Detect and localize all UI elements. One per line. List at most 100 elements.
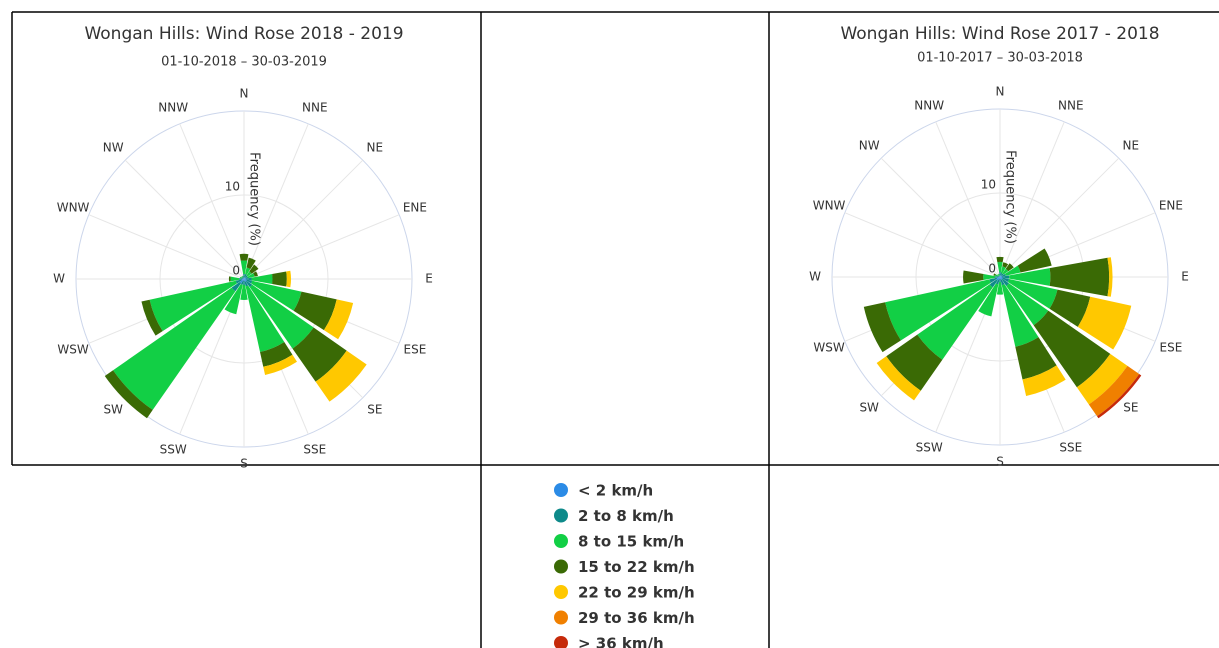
wind-segment xyxy=(149,280,237,332)
wind-segment xyxy=(1007,278,1058,309)
chart-subtitle: 01-10-2018 – 30-03-2019 xyxy=(161,55,327,70)
wind-segment xyxy=(246,271,252,277)
wind-segment xyxy=(863,302,901,353)
wind-segment xyxy=(1001,273,1006,277)
direction-label: SSW xyxy=(160,442,187,456)
wind-segment xyxy=(243,279,244,281)
grid-ring xyxy=(159,194,329,364)
wind-segment xyxy=(245,276,249,279)
wind-segment xyxy=(1033,310,1111,388)
wind-segment xyxy=(999,275,1000,277)
legend-marker xyxy=(554,483,568,497)
wind-segment xyxy=(1000,277,1003,279)
wind-segment xyxy=(243,279,245,281)
wind-segment xyxy=(978,283,999,317)
wind-segment xyxy=(1001,284,1039,347)
direction-label: WSW xyxy=(813,340,844,354)
wind-segment xyxy=(323,299,354,340)
direction-label: ESE xyxy=(1160,340,1183,354)
wind-segment xyxy=(997,261,1003,273)
wind-segment xyxy=(998,276,1000,278)
direction-label: N xyxy=(240,87,249,101)
wind-segment xyxy=(1017,248,1052,273)
legend-marker xyxy=(554,636,568,648)
wind-segment xyxy=(228,276,231,282)
wind-segment xyxy=(293,291,337,331)
legend-label: 29 to 36 km/h xyxy=(578,609,695,627)
direction-label: WNW xyxy=(813,199,846,213)
wind-segment xyxy=(1001,278,1009,286)
wind-segment xyxy=(243,277,245,279)
direction-label: SE xyxy=(1123,400,1138,414)
wind-segment xyxy=(1049,289,1091,327)
wind-segment xyxy=(242,276,244,279)
legend-label: 15 to 22 km/h xyxy=(578,558,695,576)
wind-segment xyxy=(1004,265,1021,276)
direction-label: SW xyxy=(103,402,123,416)
wind-segment xyxy=(240,284,248,300)
wind-segment xyxy=(240,260,248,275)
wind-segment xyxy=(1000,275,1002,277)
wind-segment xyxy=(1000,277,1002,280)
wind-segment xyxy=(241,279,244,281)
wind-segment xyxy=(244,274,247,278)
radial-axis-label: Frequency (%) xyxy=(247,152,262,246)
wind-segment xyxy=(963,270,984,284)
wind-segment xyxy=(104,370,153,419)
wind-segment xyxy=(251,273,273,285)
wind-segment xyxy=(995,279,1000,285)
radial-axis-label: Frequency (%) xyxy=(1003,150,1018,244)
wind-segment xyxy=(886,334,943,391)
wind-segment xyxy=(246,279,253,284)
direction-label: SE xyxy=(367,402,382,416)
wind-segment xyxy=(239,279,244,284)
wind-segment xyxy=(1107,257,1113,297)
wind-segment xyxy=(244,278,246,279)
direction-label: SSW xyxy=(916,440,943,454)
wind-segment xyxy=(245,285,285,353)
wind-segment xyxy=(113,287,236,410)
wind-segment xyxy=(994,276,999,278)
chart-title: Wongan Hills: Wind Rose 2017 - 2018 xyxy=(840,24,1159,44)
wind-segment xyxy=(1002,277,1010,282)
wind-segment xyxy=(999,278,1001,283)
direction-label: SW xyxy=(859,400,879,414)
direction-label: NW xyxy=(103,141,124,155)
direction-label: ENE xyxy=(403,201,427,215)
wind-segment xyxy=(1077,296,1132,350)
wind-segment xyxy=(1000,277,1003,280)
wind-segment xyxy=(999,276,1000,277)
wind-segment xyxy=(253,271,258,277)
r-tick-label: 0 xyxy=(232,264,240,278)
wind-segment xyxy=(241,276,243,278)
wind-segment xyxy=(251,280,302,311)
wind-segment xyxy=(998,277,1000,280)
wind-segment xyxy=(999,277,1001,279)
legend-label: < 2 km/h xyxy=(578,482,653,500)
direction-label: E xyxy=(425,272,433,286)
wind-segment xyxy=(996,277,1000,279)
wind-segment xyxy=(997,274,1000,277)
wind-segment xyxy=(230,276,240,282)
wind-segment xyxy=(260,341,293,367)
direction-label: NNE xyxy=(302,101,328,115)
wind-segment xyxy=(998,275,1000,277)
wind-segment xyxy=(286,270,292,288)
wind-segment xyxy=(244,277,245,279)
wind-segment xyxy=(244,275,248,279)
wind-segment xyxy=(238,278,243,280)
wind-segment xyxy=(240,280,244,285)
wind-segment xyxy=(246,277,252,281)
legend-marker xyxy=(554,610,568,625)
legend-marker xyxy=(554,534,568,548)
wind-segment xyxy=(315,350,367,402)
direction-label: NE xyxy=(1123,139,1140,153)
wind-segment xyxy=(876,356,921,401)
wind-segment xyxy=(1000,279,1005,286)
wind-segment xyxy=(239,253,249,261)
wind-segment xyxy=(996,256,1004,263)
wind-segment xyxy=(1006,283,1049,326)
wind-segment xyxy=(141,299,163,336)
wind-segment xyxy=(235,279,242,284)
wind-segment xyxy=(983,274,996,280)
